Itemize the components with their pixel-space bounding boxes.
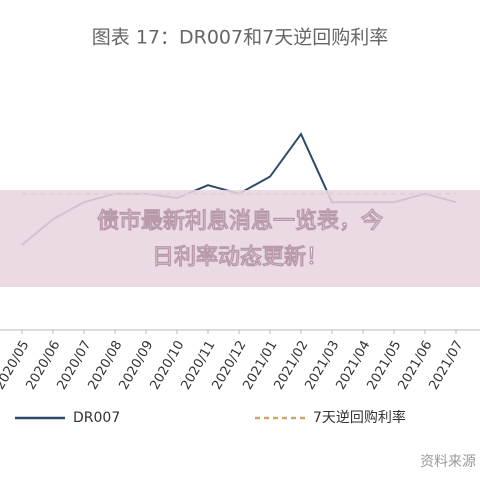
legend-label: 7天逆回购利率 [313,409,406,426]
banner-background [0,190,480,287]
chart-title: 图表 17：DR007和7天逆回购利率 [92,27,388,49]
source-note: 资料来源 [420,454,476,470]
banner-text: 日利率动态更新！ [152,244,328,270]
legend-label: DR007 [73,410,120,426]
banner-text: 债市最新利息消息一览表，今 [97,208,383,234]
